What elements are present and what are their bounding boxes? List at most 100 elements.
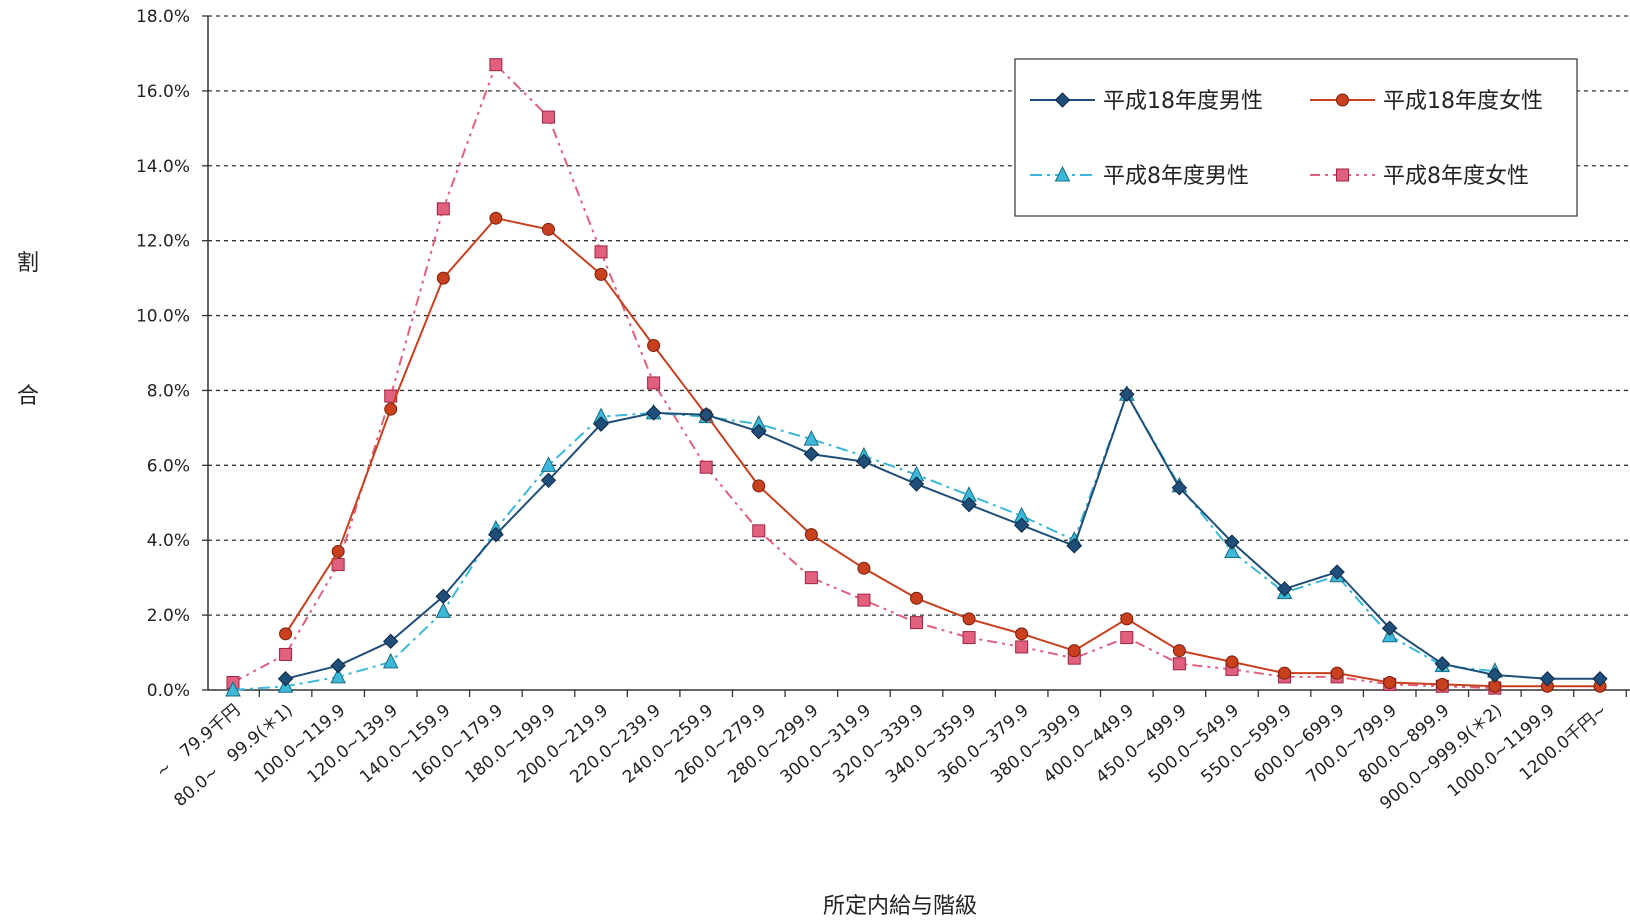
data-point-square — [436, 202, 450, 216]
data-point-diamond — [908, 476, 925, 492]
data-point-diamond — [1434, 656, 1450, 672]
data-point-diamond — [1171, 480, 1188, 496]
x-tick-label: 280.0~299.9 — [724, 701, 822, 788]
y-axis-title-char-2: 合 — [17, 384, 39, 409]
legend-label: 平成8年度女性 — [1383, 164, 1529, 189]
data-point-square — [857, 593, 871, 607]
data-point-circle — [1278, 666, 1292, 680]
data-point-diamond — [1119, 386, 1135, 402]
y-tick-label: 4.0% — [147, 531, 190, 551]
data-point-diamond — [1224, 534, 1240, 550]
y-tick-label: 16.0% — [136, 82, 190, 102]
y-tick-label: 0.0% — [147, 681, 190, 701]
data-point-circle — [857, 561, 871, 575]
data-point-diamond — [1381, 620, 1398, 636]
x-tick-label: 450.0~499.9 — [1092, 701, 1190, 788]
data-point-square — [962, 631, 976, 645]
series-group — [225, 58, 1608, 697]
x-tick-label: 360.0~379.9 — [935, 701, 1033, 788]
x-tick-label: 260.0~279.9 — [672, 701, 770, 788]
y-tick-label: 18.0% — [136, 7, 190, 27]
x-tick-label: 240.0~259.9 — [619, 701, 717, 788]
x-tick-label: 220.0~239.9 — [566, 701, 664, 788]
data-point-circle — [594, 267, 608, 281]
x-tick-label: 200.0~219.9 — [514, 701, 612, 788]
series-line — [285, 391, 1600, 680]
y-tick-label: 10.0% — [136, 307, 190, 327]
data-point-circle — [1067, 644, 1081, 658]
series-3 — [225, 385, 1503, 697]
data-point-circle — [489, 211, 503, 225]
data-point-diamond — [1066, 538, 1082, 554]
data-point-triangle — [1224, 542, 1240, 558]
x-axis-title: 所定内給与階級 — [823, 894, 977, 919]
data-point-circle — [1225, 655, 1239, 669]
series-2 — [279, 211, 1607, 693]
data-point-diamond — [488, 526, 504, 543]
data-point-square — [804, 571, 818, 585]
data-point-square — [594, 245, 608, 259]
data-point-square — [1336, 168, 1349, 182]
data-point-diamond — [1539, 671, 1556, 687]
x-tick-label: 700.0~799.9 — [1303, 701, 1401, 788]
data-point-diamond — [645, 405, 662, 421]
legend-label: 平成18年度男性 — [1103, 89, 1263, 114]
data-point-triangle — [225, 680, 241, 697]
legend-item-1: 平成18年度男性 — [1030, 89, 1263, 114]
data-point-triangle — [1054, 165, 1071, 182]
y-tick-label: 8.0% — [147, 381, 190, 401]
x-tick-label: 180.0~199.9 — [461, 701, 559, 788]
data-point-diamond — [1329, 564, 1345, 580]
data-point-diamond — [961, 496, 977, 513]
data-point-diamond — [1487, 667, 1503, 683]
data-point-square — [1015, 640, 1029, 654]
data-point-circle — [436, 271, 450, 285]
data-point-diamond — [698, 407, 714, 423]
legend-box — [1014, 58, 1578, 217]
series-line — [232, 391, 1495, 691]
data-point-diamond — [751, 423, 767, 440]
data-point-diamond — [593, 416, 609, 432]
x-tick-label: 550.0~599.9 — [1197, 701, 1295, 788]
legend-item-4: 平成8年度女性 — [1310, 164, 1529, 189]
data-point-circle — [1120, 612, 1134, 626]
x-tick-label: 320.0~339.9 — [829, 701, 927, 788]
data-point-circle — [647, 339, 661, 353]
y-axis-title-char-1: 割 — [17, 251, 39, 276]
data-point-circle — [910, 591, 923, 605]
x-tick-label: 100.0~119.9 — [251, 701, 349, 788]
data-point-diamond — [540, 472, 557, 489]
data-point-diamond — [1276, 581, 1293, 597]
data-point-diamond — [1013, 517, 1030, 533]
data-point-square — [541, 110, 555, 124]
data-point-square — [331, 558, 345, 572]
data-point-circle — [1336, 93, 1349, 107]
data-point-circle — [752, 479, 766, 493]
x-tick-label: 120.0~139.9 — [304, 701, 402, 788]
data-point-diamond — [803, 446, 820, 462]
legend-item-3: 平成8年度男性 — [1030, 164, 1249, 189]
data-point-triangle — [540, 456, 557, 472]
data-point-circle — [1172, 644, 1186, 658]
data-point-diamond — [1054, 92, 1071, 108]
data-point-circle — [962, 612, 976, 626]
data-point-diamond — [856, 453, 872, 470]
data-point-circle — [1383, 676, 1397, 690]
data-point-diamond — [277, 671, 294, 687]
y-tick-label: 2.0% — [147, 606, 190, 626]
x-tick-label: 160.0~179.9 — [409, 701, 507, 788]
data-point-triangle — [803, 430, 820, 446]
data-point-diamond — [330, 657, 346, 674]
x-tick-label: 600.0~699.9 — [1250, 701, 1348, 788]
data-point-circle — [1330, 666, 1344, 680]
y-tick-label: 12.0% — [136, 232, 190, 252]
data-point-square — [699, 460, 713, 474]
data-point-square — [1172, 657, 1186, 671]
data-point-square — [489, 58, 503, 72]
y-tick-label: 14.0% — [136, 157, 190, 177]
data-point-circle — [541, 222, 555, 236]
x-tick-label: 400.0~449.9 — [1040, 701, 1138, 788]
x-tick-label: 140.0~159.9 — [356, 701, 454, 788]
legend-label: 平成8年度男性 — [1103, 164, 1249, 189]
